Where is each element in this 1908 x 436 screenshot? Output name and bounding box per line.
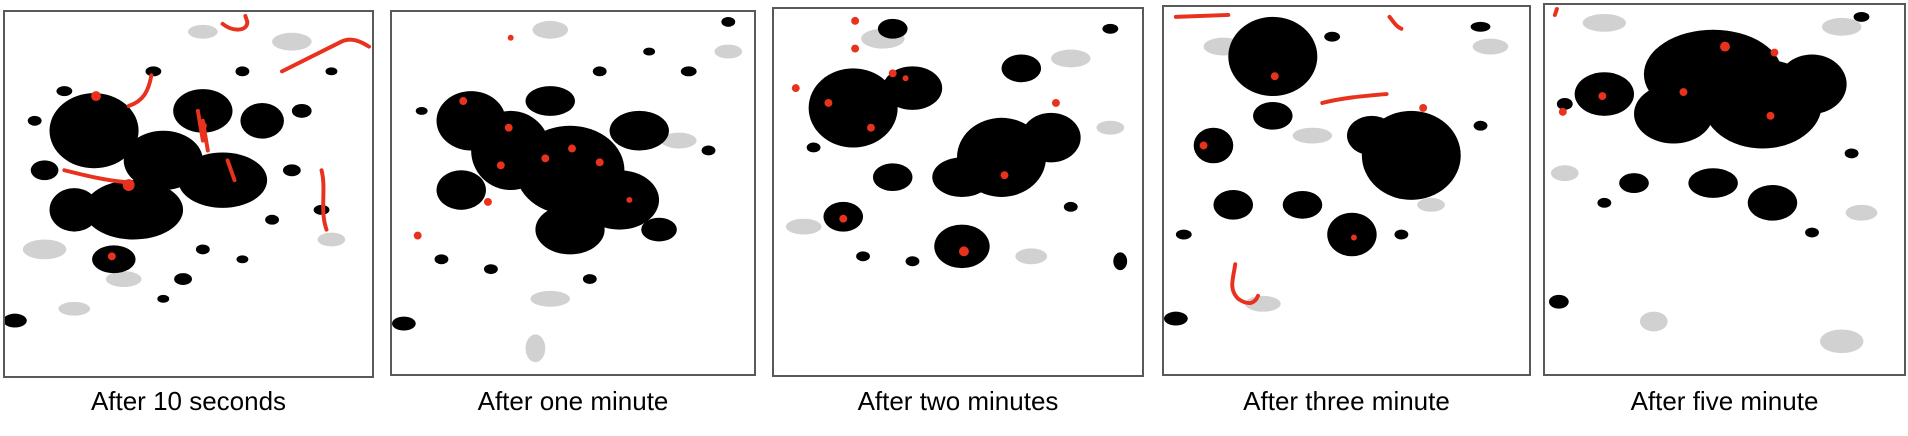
insect-swarm: [1548, 11, 1870, 309]
tracked-insects: [413, 34, 633, 240]
motion-blur-trails: [1550, 13, 1878, 354]
frame-after-five-minute: [1543, 3, 1906, 376]
motion-blur-trails: [785, 28, 1125, 265]
insect-arena-image: [1548, 7, 1878, 354]
caption-after-one-minute: After one minute: [477, 386, 669, 416]
motion-blur-trails: [22, 24, 346, 316]
tracked-insects: [1558, 41, 1779, 120]
tracked-trajectories: [1552, 7, 1559, 17]
caption-after-five-minute: After five minute: [1630, 386, 1819, 416]
insect-swarm: [392, 16, 736, 331]
insect-swarm: [1164, 16, 1491, 326]
caption-after-10-seconds: After 10 seconds: [90, 386, 287, 416]
tracked-trajectories: [1173, 12, 1404, 305]
frame-after-10-seconds: [3, 10, 374, 378]
insect-swarm: [5, 66, 338, 328]
insect-arena-image: [392, 16, 743, 363]
tracked-insects: [1199, 72, 1428, 241]
insect-swarm: [806, 18, 1128, 271]
motion-blur-trails: [525, 20, 743, 363]
frame-after-two-minutes: [772, 7, 1144, 377]
insect-arena-image: [1164, 12, 1509, 326]
frame-after-three-minute: [1162, 5, 1531, 376]
tracked-insects: [91, 91, 207, 261]
tracked-insects: [791, 16, 1060, 257]
caption-after-three-minute: After three minute: [1243, 386, 1450, 416]
caption-after-two-minutes: After two minutes: [857, 386, 1059, 416]
insect-arena-image: [5, 13, 371, 328]
frame-after-one-minute: [390, 10, 756, 376]
insect-arena-image: [785, 16, 1128, 271]
